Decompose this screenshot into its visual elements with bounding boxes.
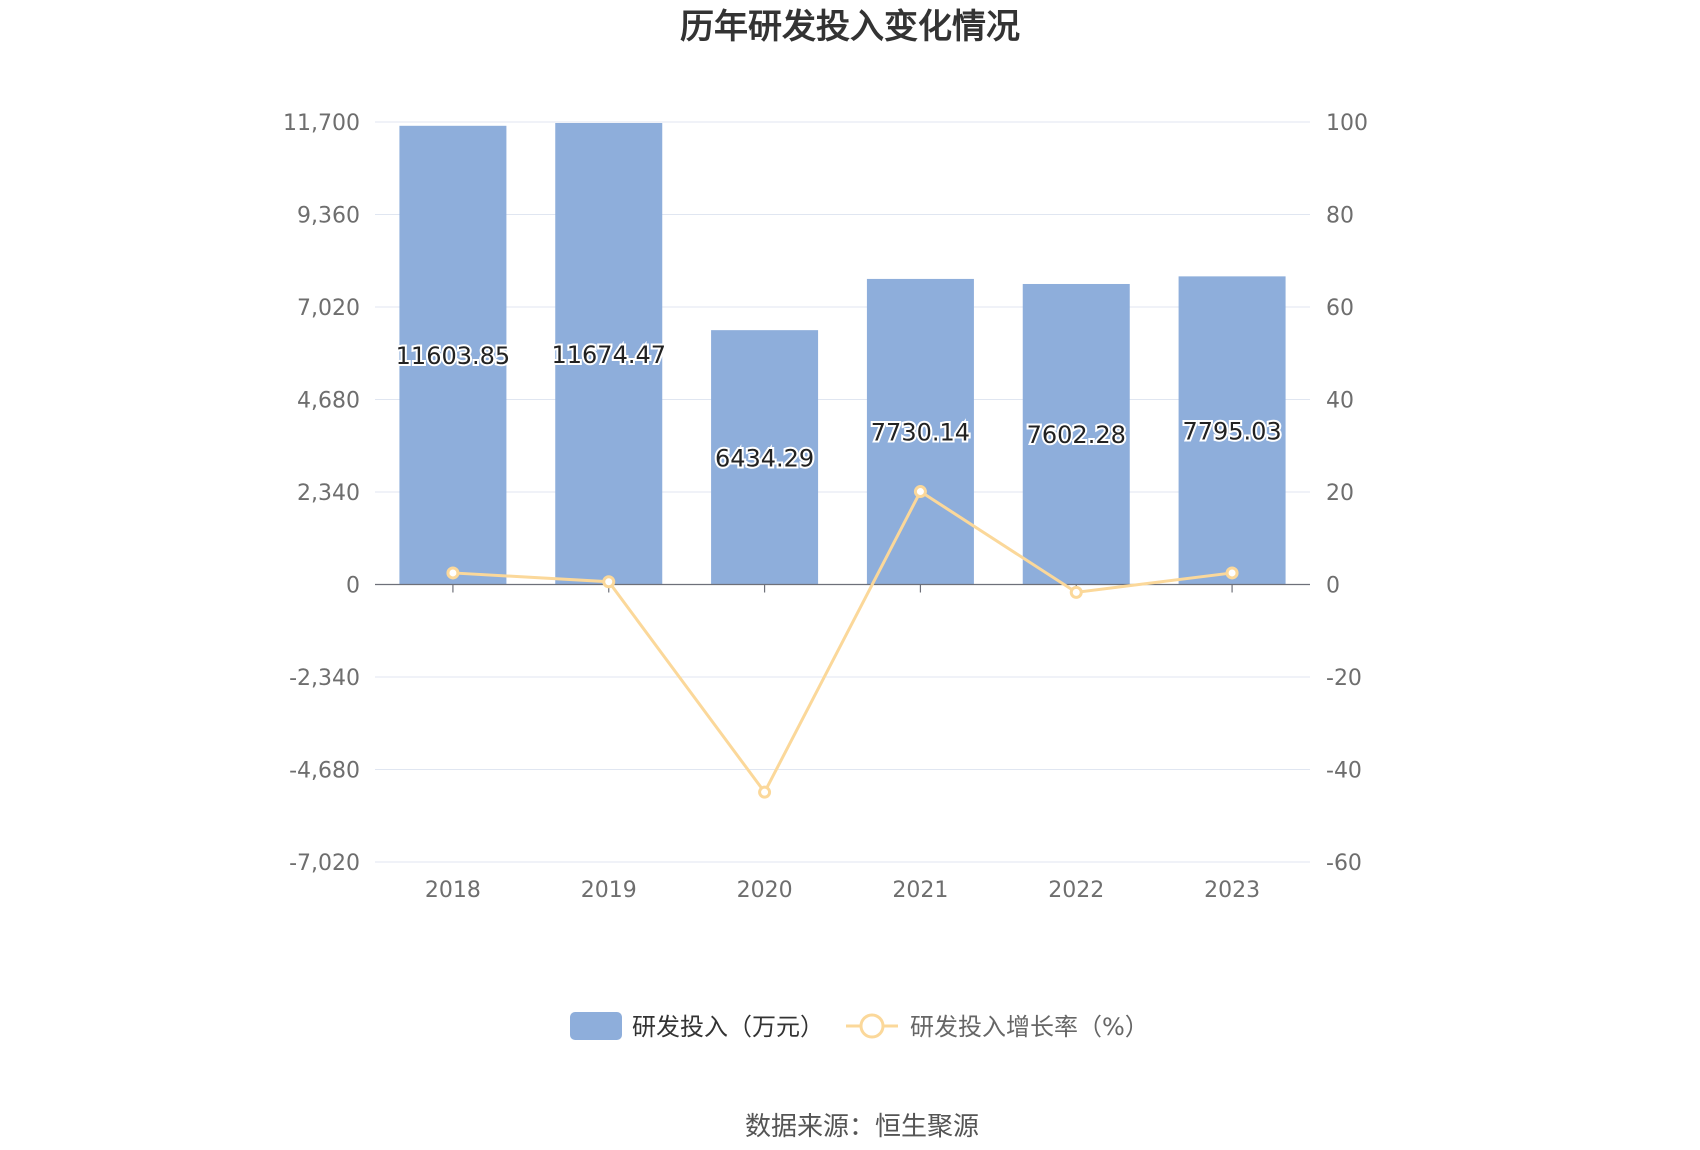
growth-rate-point [758,785,772,799]
growth-rate-point [1225,566,1239,580]
left-axis-tick-label: 11,700 [283,111,360,136]
x-axis-tick-label: 2020 [737,878,793,903]
right-axis-tick-label: 80 [1326,204,1354,229]
legend[interactable]: 研发投入（万元） 研发投入增长率（%） [570,1012,1149,1041]
legend-bar-swatch [570,1012,622,1040]
bar-labels: 11603.85 11674.47 6434.29 7730.14 7602.28 779… [394,339,1284,475]
x-axis-tick-label: 2018 [425,878,481,903]
bar [1022,283,1130,585]
bar [1178,276,1286,585]
growth-rate-point [913,485,927,499]
left-axis-tick-label: 7,020 [297,296,360,321]
bar [399,125,507,585]
left-axis-tick-label: 4,680 [297,389,360,414]
x-axis-labels: 2018 2019 2020 2021 2022 2023 [425,878,1260,903]
bar [866,278,974,585]
bar [711,330,819,585]
bar-value-label: 7730.14 [871,419,970,447]
right-axis-tick-label: -40 [1326,759,1362,784]
legend-item-line[interactable]: 研发投入增长率（%） [846,1013,1149,1041]
legend-line-label: 研发投入增长率（%） [910,1013,1149,1041]
legend-item-bar[interactable]: 研发投入（万元） [570,1012,824,1041]
bar-value-label: 7602.28 [1027,421,1126,449]
data-source: 数据来源：恒生聚源 [745,1112,979,1142]
bar [555,123,663,585]
x-axis-tick-label: 2021 [892,878,948,903]
x-axis-tick-label: 2023 [1204,878,1260,903]
bar-value-label: 11674.47 [551,341,666,369]
growth-rate-point [602,575,616,589]
growth-rate-point [446,566,460,580]
right-axis-tick-label: 20 [1326,481,1354,506]
right-axis-tick-label: 40 [1326,389,1354,414]
legend-line-marker [859,1013,885,1039]
right-axis-tick-label: 0 [1326,574,1340,599]
right-axis: -60 -40 -20 0 20 40 60 80 100 [1326,111,1368,876]
left-axis-tick-label: -7,020 [289,851,360,876]
bar-value-label: 11603.85 [396,342,511,370]
left-axis-tick-label: 9,360 [297,204,360,229]
left-axis-tick-label: -2,340 [289,666,360,691]
bar-value-label: 6434.29 [715,444,814,472]
growth-rate-point [1069,585,1083,599]
legend-bar-label: 研发投入（万元） [632,1013,824,1041]
left-axis-tick-label: -4,680 [289,759,360,784]
right-axis-tick-label: 100 [1326,111,1368,136]
chart-title: 历年研发投入变化情况 [680,7,1020,47]
left-axis-tick-label: 2,340 [297,481,360,506]
x-axis [375,583,1310,593]
right-axis-tick-label: -60 [1326,851,1362,876]
x-axis-tick-label: 2022 [1048,878,1104,903]
bar-series [399,123,1286,585]
right-axis-tick-label: 60 [1326,296,1354,321]
right-axis-tick-label: -20 [1326,666,1362,691]
line-series [446,485,1239,799]
left-axis: -7,020 -4,680 -2,340 0 2,340 4,680 7,020 9,360 1… [283,111,360,876]
growth-rate-line [452,489,1233,795]
x-axis-tick-label: 2019 [581,878,637,903]
bar-value-label: 7795.03 [1182,417,1281,445]
left-axis-tick-label: 0 [346,574,360,599]
grid-lines [375,121,1310,863]
